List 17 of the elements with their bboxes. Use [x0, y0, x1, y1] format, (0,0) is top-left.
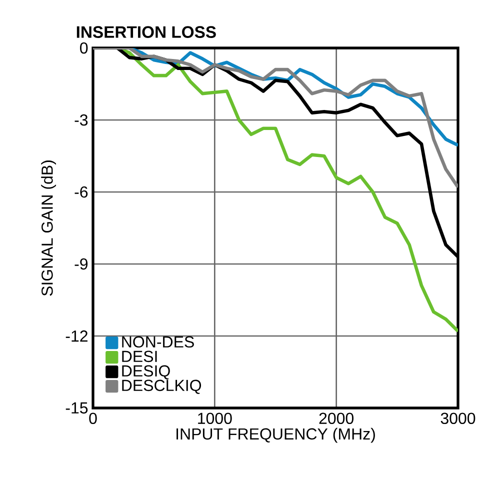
legend-label: DESI — [122, 350, 157, 362]
y-tick-label: -9 — [74, 258, 88, 270]
y-tick-label: 0 — [80, 42, 88, 54]
x-tick-label: 3000 — [440, 412, 476, 424]
y-tick-label: -15 — [66, 402, 88, 414]
legend-label: DESIQ — [122, 365, 170, 380]
y-axis-title: SIGNAL GAIN (dB) — [41, 160, 56, 296]
y-tick-label: -3 — [74, 114, 88, 126]
legend-label: NON-DES — [122, 336, 194, 348]
y-tick-label: -6 — [74, 186, 88, 198]
x-axis-title: INPUT FREQUENCY (MHz) — [176, 428, 375, 443]
x-tick-label: 2000 — [319, 412, 354, 424]
legend-label: DESCLKIQ — [122, 380, 202, 394]
x-tick-label: 1000 — [198, 412, 232, 424]
chart-title: INSERTION LOSS — [76, 26, 216, 38]
y-tick-label: -12 — [66, 330, 88, 342]
x-tick-label: 0 — [89, 412, 97, 424]
